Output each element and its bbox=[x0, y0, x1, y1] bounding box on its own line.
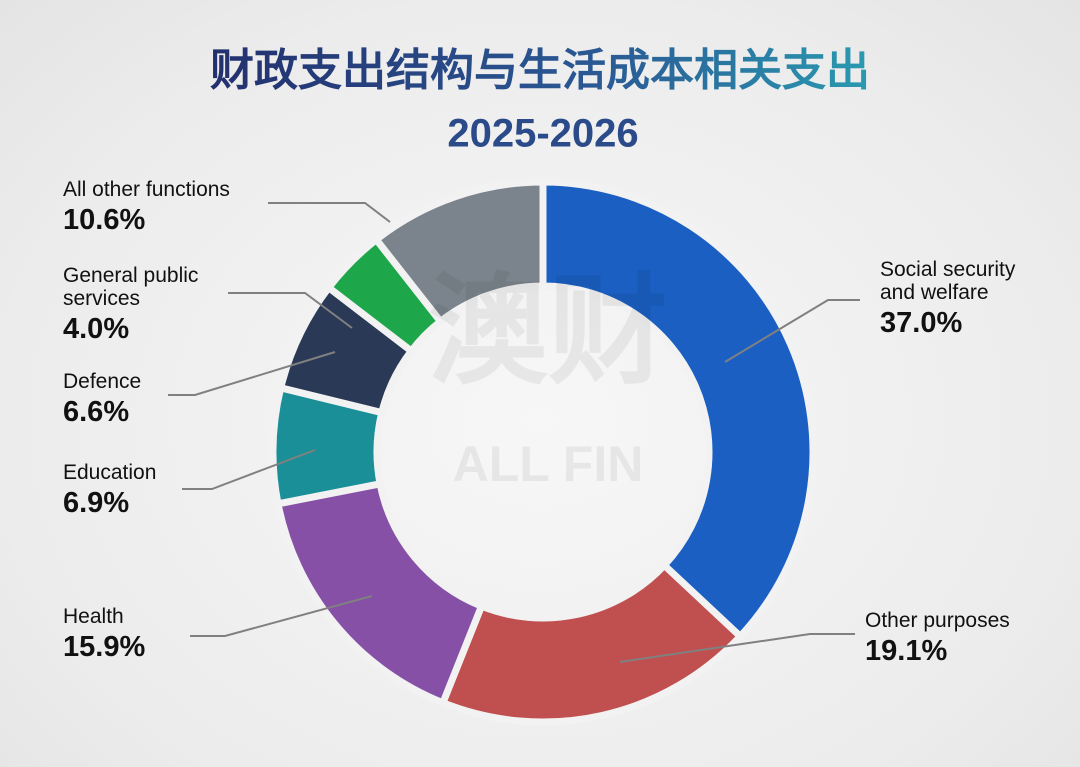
leader-line bbox=[619, 633, 855, 663]
slice-label: Health 15.9% bbox=[63, 605, 263, 664]
category-label: General public services bbox=[63, 264, 199, 310]
donut-slice bbox=[539, 178, 817, 642]
donut-slice bbox=[273, 479, 487, 708]
leader-line bbox=[228, 292, 353, 329]
value-label: 37.0% bbox=[880, 307, 963, 339]
leader-line bbox=[724, 299, 860, 363]
chart-subtitle: 2025-2026 bbox=[447, 112, 638, 156]
slice-label: Other purposes 19.1% bbox=[865, 609, 1035, 668]
category-label: Other purposes bbox=[865, 609, 1010, 632]
category-label: All other functions bbox=[63, 178, 230, 201]
category-label: Education bbox=[63, 461, 157, 484]
leader-line bbox=[168, 351, 336, 396]
category-label: Social security and welfare bbox=[880, 258, 1016, 304]
leader-lines bbox=[168, 202, 860, 663]
value-label: 6.6% bbox=[63, 396, 130, 428]
value-label: 4.0% bbox=[63, 313, 130, 345]
value-label: 6.9% bbox=[63, 487, 130, 519]
category-label: Defence bbox=[63, 370, 142, 393]
leader-line bbox=[190, 595, 373, 637]
category-label: Health bbox=[63, 605, 124, 628]
donut-slice bbox=[438, 560, 746, 726]
value-label: 19.1% bbox=[865, 635, 948, 667]
slice-label: Education 6.9% bbox=[63, 461, 263, 520]
donut-slice bbox=[371, 178, 547, 327]
slice-label: Social security and welfare 37.0% bbox=[880, 258, 1050, 340]
chart-title: 财政支出结构与生活成本相关支出 bbox=[210, 45, 870, 96]
value-label: 15.9% bbox=[63, 631, 146, 663]
slice-label: Defence 6.6% bbox=[63, 370, 263, 429]
donut bbox=[269, 178, 817, 726]
leader-line bbox=[268, 202, 391, 223]
watermark: 澳财 bbox=[428, 263, 668, 402]
slice-label: General public services 4.0% bbox=[63, 264, 228, 346]
leader-line bbox=[182, 449, 316, 490]
watermark: ALL FIN bbox=[453, 436, 644, 492]
slice-label: All other functions 10.6% bbox=[63, 178, 273, 237]
value-label: 10.6% bbox=[63, 204, 146, 236]
